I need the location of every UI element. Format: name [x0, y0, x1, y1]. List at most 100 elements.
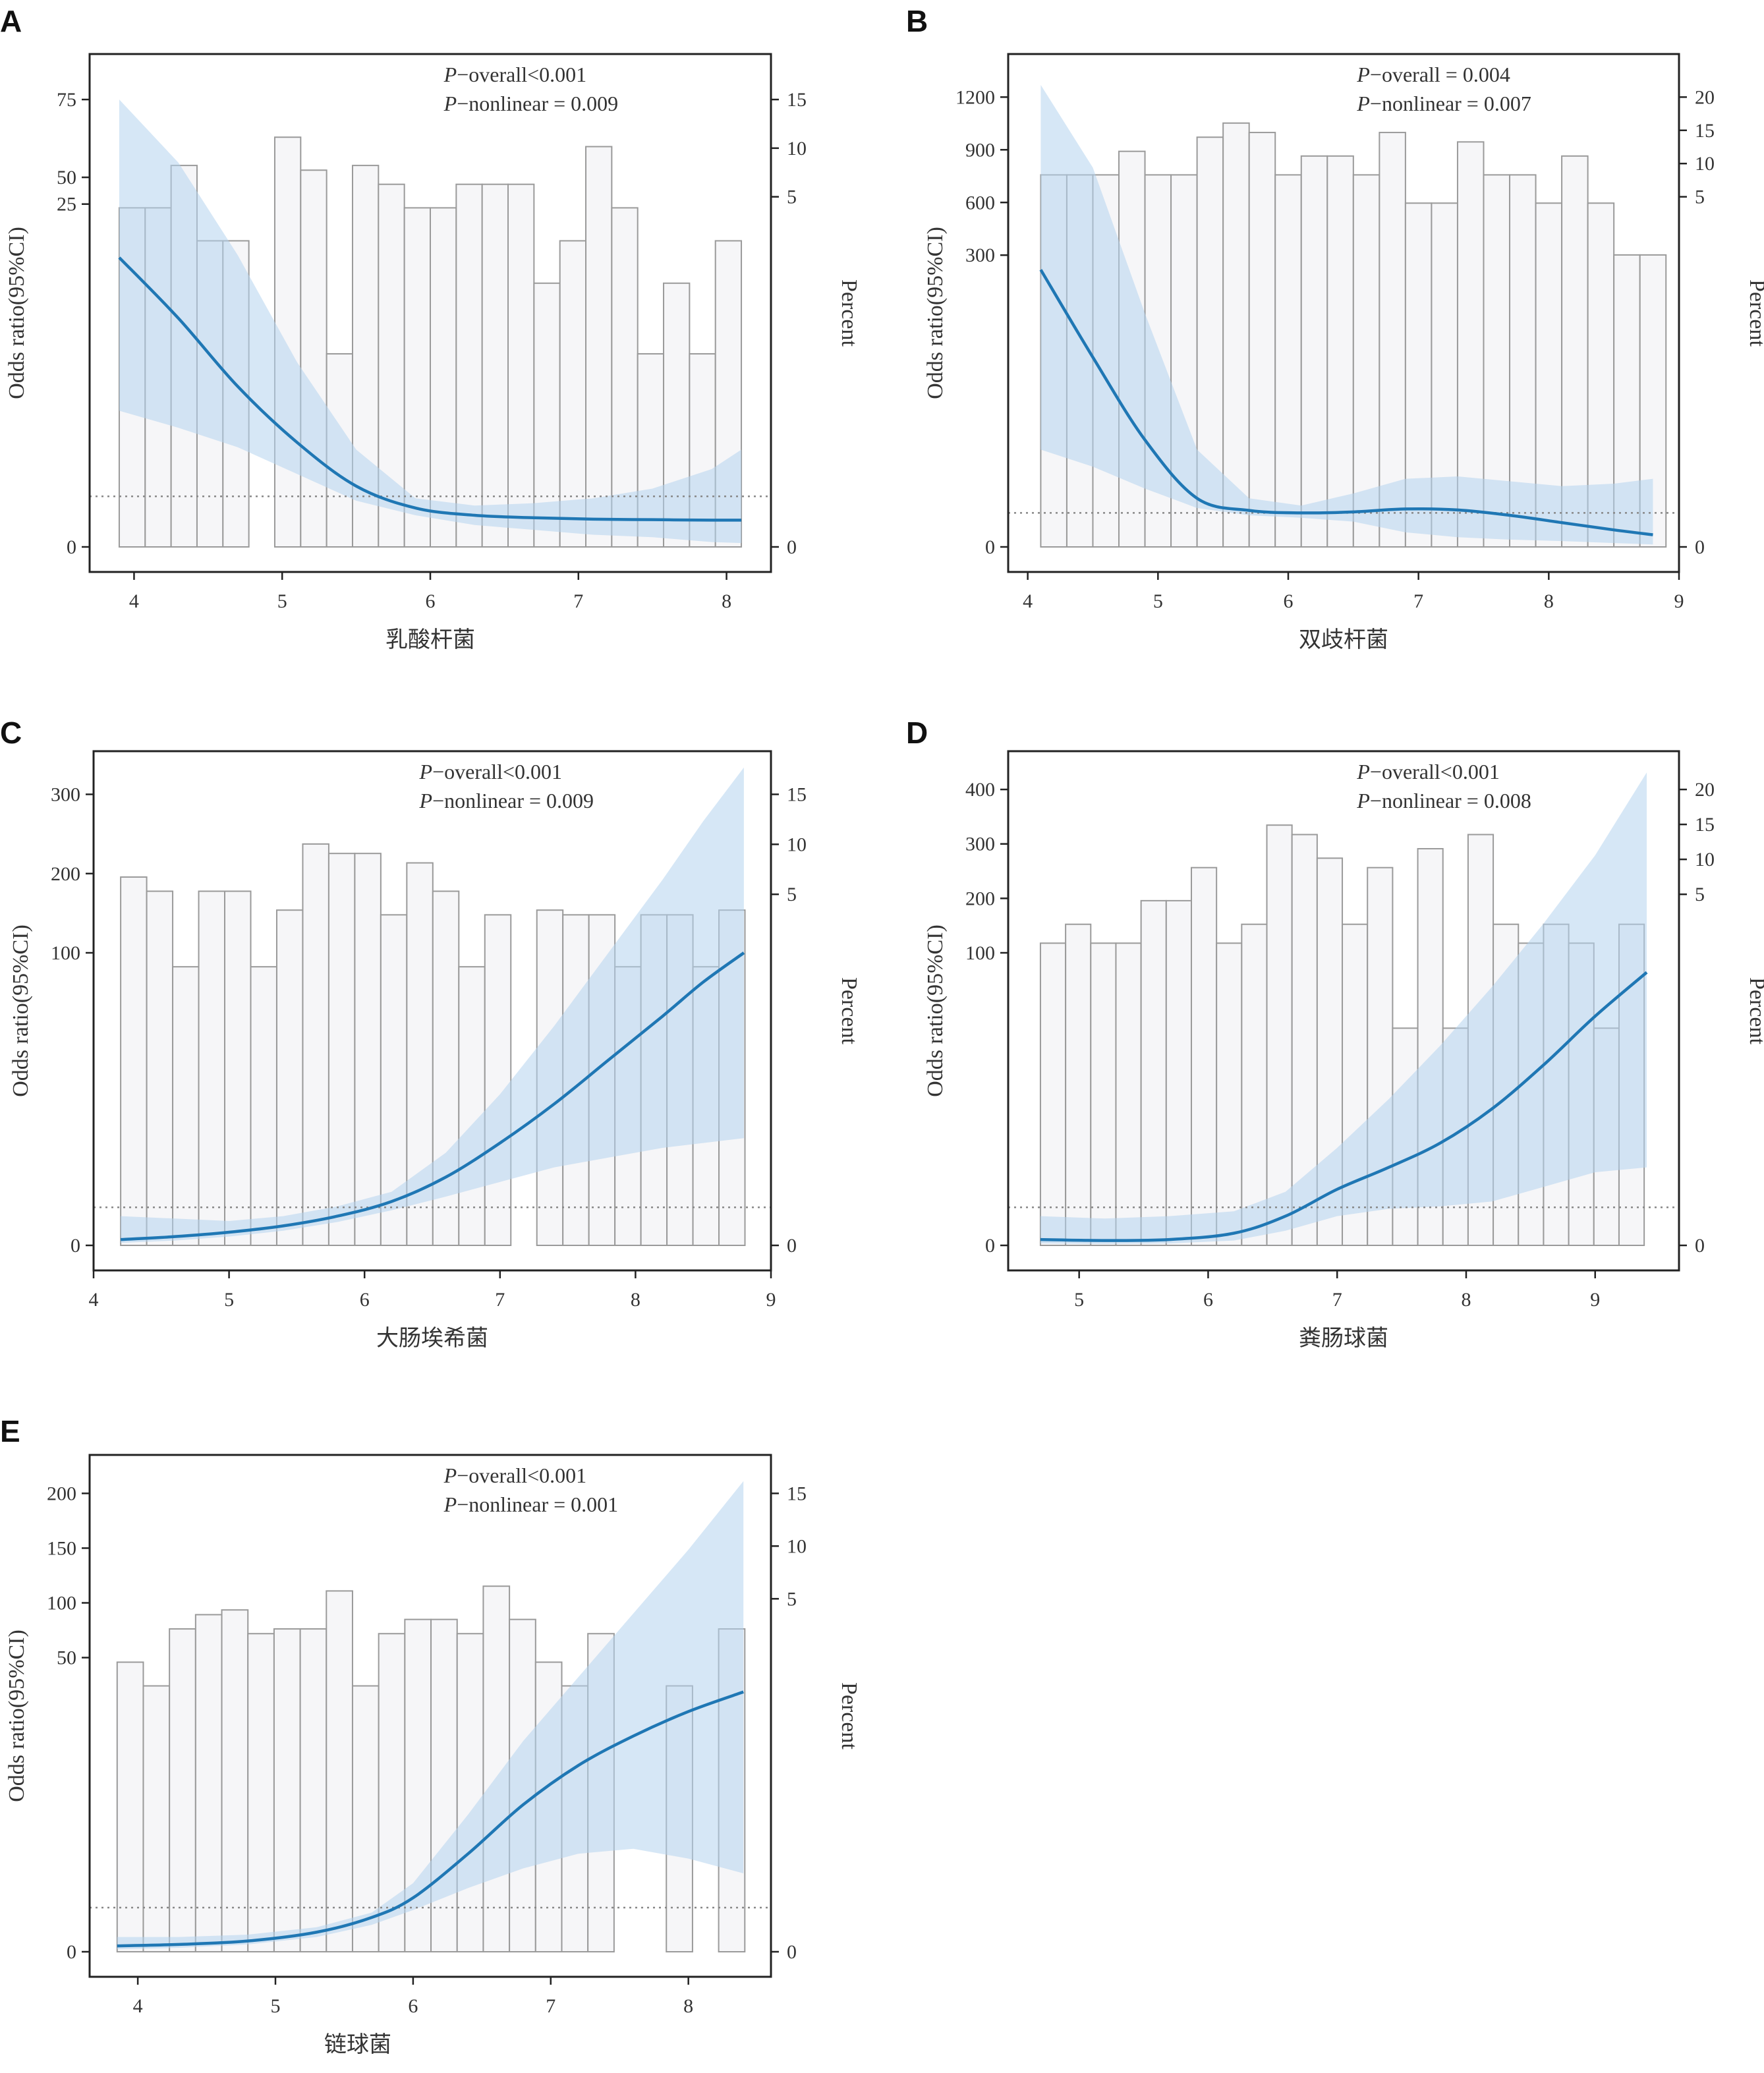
histogram-bar	[224, 890, 252, 1247]
y2-tick-label: 15	[1695, 814, 1715, 836]
panel-c: C 4 5 6 7 8 9 0 100 200 300 0 5 10 15 大肠埃希菌 Odds ratio(9…	[0, 716, 861, 1351]
x-tick-label: 5	[271, 1995, 281, 2017]
y2-tick-label: 5	[787, 1588, 797, 1610]
y-tick-label: 0	[67, 1941, 76, 1963]
x-tick-label: 5	[1074, 1289, 1084, 1311]
x-axis-title: 双歧杆菌	[1299, 627, 1388, 652]
histogram-bar	[611, 207, 639, 548]
y-tick-label: 300	[965, 834, 995, 855]
x-tick-label: 9	[1590, 1289, 1600, 1311]
x-axis-title: 大肠埃希菌	[376, 1326, 488, 1351]
histogram-bar	[585, 146, 613, 548]
histogram-bar	[275, 909, 304, 1246]
y-tick-label: 100	[47, 1593, 76, 1614]
histogram-bar	[458, 966, 486, 1246]
y-tick-label: 600	[965, 192, 995, 213]
histogram-bar	[120, 876, 148, 1246]
confidence-band	[1040, 772, 1647, 1244]
y2-tick-label: 15	[787, 89, 807, 111]
odds-ratio-curve	[1040, 971, 1648, 1242]
y2-tick-label: 20	[1695, 779, 1715, 801]
panel-letter: E	[0, 1414, 20, 1448]
x-tick-label: 6	[360, 1289, 370, 1311]
histogram-bar	[221, 1609, 249, 1953]
y2-tick-label: 10	[787, 1535, 807, 1557]
x-tick-label: 9	[1674, 590, 1684, 612]
y2-tick-label: 0	[787, 1941, 797, 1963]
x-tick-label: 7	[495, 1289, 505, 1311]
histogram-bar	[430, 207, 457, 548]
y2-tick-label: 15	[787, 1483, 807, 1504]
histogram-bar	[455, 183, 483, 548]
x-tick-label: 5	[277, 590, 287, 612]
histogram-bar	[194, 1614, 223, 1952]
y2-tick-label: 5	[1695, 186, 1705, 208]
confidence-band	[119, 99, 742, 544]
odds-ratio-curve	[117, 1690, 744, 1948]
plot-frame	[88, 1454, 772, 1978]
x-tick-label: 6	[1283, 590, 1293, 612]
y2-tick-label: 0	[1695, 1235, 1705, 1257]
histogram-bar	[247, 1633, 275, 1952]
x-tick-label: 8	[1544, 590, 1554, 612]
p-value-annotation: P−nonlinear = 0.009	[443, 92, 618, 115]
plot-frame	[1007, 750, 1680, 1272]
x-tick-label: 6	[408, 1995, 418, 2017]
p-value-annotation: P−overall<0.001	[1356, 760, 1499, 783]
histogram-bar	[481, 183, 509, 548]
x-tick-label: 6	[1203, 1289, 1213, 1311]
y2-tick-label: 10	[1695, 153, 1715, 175]
y-tick-label: 75	[57, 89, 76, 111]
y2-tick-label: 15	[1695, 120, 1715, 142]
histogram-bar	[1165, 899, 1192, 1246]
y2-axis-title: Percent	[837, 977, 861, 1045]
x-axis-title: 链球菌	[324, 2032, 391, 2057]
histogram-bar	[116, 1661, 144, 1952]
y-tick-label: 25	[57, 194, 76, 215]
histogram-bar	[354, 853, 382, 1246]
histogram-bar	[302, 843, 329, 1246]
x-tick-label: 4	[133, 1995, 143, 2017]
y-axis-title: Odds ratio(95%CI)	[9, 924, 33, 1097]
panel-d: D 5 6 7 8 9 0 100 200 300 400 0 5 10 15 20 粪肠球菌 Odds rati…	[906, 716, 1764, 1351]
histogram-bar	[456, 1633, 484, 1952]
histogram-bar	[1352, 174, 1380, 548]
y-tick-label: 300	[965, 244, 995, 266]
histogram-bar	[142, 1685, 171, 1953]
y-tick-label: 0	[71, 1235, 80, 1257]
x-tick-label: 7	[573, 590, 583, 612]
y2-tick-label: 5	[1695, 884, 1705, 905]
x-tick-label: 4	[89, 1289, 99, 1311]
histogram-bar	[250, 966, 277, 1246]
y-tick-label: 0	[985, 1235, 995, 1257]
histogram-bar	[1326, 155, 1354, 548]
plot-frame	[1007, 53, 1680, 573]
y-tick-label: 50	[57, 167, 76, 188]
y2-tick-label: 0	[787, 536, 797, 558]
x-tick-label: 9	[766, 1289, 776, 1311]
histogram-bar	[169, 1628, 196, 1952]
histogram-bar	[1090, 942, 1117, 1247]
y-tick-label: 150	[47, 1537, 76, 1559]
panel-letter: A	[0, 4, 22, 38]
x-tick-label: 7	[546, 1995, 555, 2017]
x-tick-label: 8	[1461, 1289, 1471, 1311]
odds-ratio-curve	[1039, 269, 1653, 536]
histogram-bar	[172, 966, 200, 1246]
x-tick-label: 5	[1153, 590, 1163, 612]
y2-axis-title: Percent	[1745, 977, 1764, 1045]
y2-tick-label: 15	[787, 784, 807, 806]
histogram-bar	[430, 1618, 458, 1952]
confidence-band	[1040, 84, 1653, 545]
histogram-bar	[1115, 942, 1142, 1247]
y-tick-label: 300	[51, 784, 80, 806]
x-tick-label: 4	[129, 590, 139, 612]
x-tick-label: 8	[683, 1995, 693, 2017]
x-tick-label: 8	[722, 590, 731, 612]
plot-frame	[92, 750, 772, 1272]
p-value-annotation: P−overall<0.001	[443, 63, 586, 86]
y2-axis-title: Percent	[837, 1682, 861, 1750]
y-tick-label: 0	[985, 536, 995, 558]
histogram-bar	[327, 853, 356, 1246]
